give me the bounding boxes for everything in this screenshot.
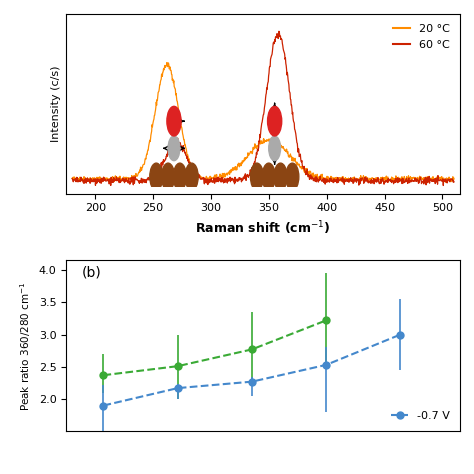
X-axis label: Raman shift (cm$^{-1}$): Raman shift (cm$^{-1}$) [195, 219, 331, 237]
Circle shape [185, 163, 198, 190]
20 °C [238, 163, 244, 168]
Circle shape [162, 163, 174, 190]
Circle shape [262, 163, 275, 190]
60 °C [332, 178, 337, 183]
20 °C [164, 60, 170, 65]
Circle shape [269, 136, 281, 161]
60 °C [367, 180, 373, 186]
60 °C [374, 176, 380, 182]
Text: (b): (b) [82, 265, 102, 280]
60 °C [69, 175, 75, 181]
20 °C [332, 175, 338, 181]
20 °C [109, 177, 114, 183]
60 °C [440, 182, 446, 188]
Legend: 20 °C, 60 °C: 20 °C, 60 °C [389, 20, 454, 54]
Circle shape [150, 163, 163, 190]
Circle shape [286, 163, 299, 190]
20 °C [451, 175, 457, 181]
60 °C [276, 28, 282, 34]
Line: 20 °C: 20 °C [72, 63, 454, 182]
60 °C [451, 179, 457, 185]
Legend: -0.7 V: -0.7 V [387, 407, 454, 426]
Y-axis label: Peak ratio 360/280 cm$^{-1}$: Peak ratio 360/280 cm$^{-1}$ [18, 281, 33, 410]
Y-axis label: Intensity (c/s): Intensity (c/s) [51, 66, 61, 142]
Circle shape [250, 163, 264, 190]
60 °C [237, 176, 243, 182]
60 °C [224, 176, 229, 182]
20 °C [368, 178, 374, 183]
20 °C [225, 172, 230, 178]
Circle shape [167, 106, 181, 136]
Circle shape [274, 163, 287, 190]
20 °C [69, 175, 75, 181]
60 °C [108, 174, 114, 180]
Line: 60 °C: 60 °C [72, 31, 454, 185]
20 °C [375, 176, 381, 182]
20 °C [98, 180, 103, 185]
Circle shape [168, 136, 180, 161]
Circle shape [267, 106, 282, 136]
Circle shape [173, 163, 186, 190]
